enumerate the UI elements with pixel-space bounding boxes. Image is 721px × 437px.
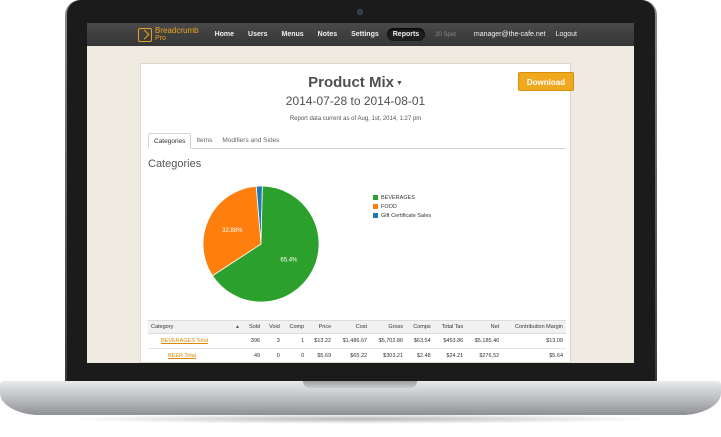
cell: 0 xyxy=(263,348,283,363)
table-header-row: Category ▲ Sold Void Comp Price Cost Gros… xyxy=(148,320,566,334)
cell: $13.09 xyxy=(502,333,566,349)
brand-sub: Pro xyxy=(155,34,166,42)
user-menu[interactable]: manager@the-cafe.net xyxy=(473,31,546,38)
spot-label: 20 Spot xyxy=(435,31,456,38)
legend-label: Gift Certificate Sales xyxy=(381,212,432,219)
table-row: BEER Total 49 0 0 $5.69 $65.22 $303.21 $… xyxy=(148,348,566,363)
download-button[interactable]: Download xyxy=(518,72,574,91)
tab-modifiers[interactable]: Modifiers and Sides xyxy=(222,137,280,144)
report-title[interactable]: Product Mix ▼ xyxy=(141,74,570,91)
nav-users[interactable]: Users xyxy=(248,31,268,38)
cell: $5.69 xyxy=(307,348,335,363)
nav-links: Home Users Menus Notes Settings Reports xyxy=(209,28,428,41)
report-title-text: Product Mix xyxy=(308,74,394,91)
col-net[interactable]: Net xyxy=(466,320,503,334)
col-void[interactable]: Void xyxy=(263,320,283,334)
cell: $24.21 xyxy=(433,348,467,363)
cell: 0 xyxy=(282,348,308,363)
brand-text: Breadcrumb Pro xyxy=(155,25,199,43)
cell: $13.22 xyxy=(307,333,335,349)
cell: $2.48 xyxy=(406,348,434,363)
col-comp[interactable]: Comp xyxy=(282,320,308,334)
tab-items[interactable]: Items xyxy=(196,137,213,144)
row-category: BEVERAGES Total xyxy=(148,333,243,349)
logout-link[interactable]: Logout xyxy=(555,31,578,38)
brand-name: Breadcrumb xyxy=(155,25,199,35)
col-total-tax[interactable]: Total Tax xyxy=(433,320,467,334)
col-label: Category xyxy=(151,324,174,330)
table-row: BEVERAGES Total 396 3 1 $13.22 $1,486.67… xyxy=(148,333,566,349)
col-sold[interactable]: Sold xyxy=(243,320,264,334)
chart-legend: BEVERAGES FOOD Gift Certificate Sales xyxy=(373,193,431,220)
date-range: 2014-07-28 to 2014-08-01 xyxy=(285,94,426,108)
legend-swatch xyxy=(373,204,378,209)
nav-settings[interactable]: Settings xyxy=(351,31,379,38)
cell: $453.86 xyxy=(433,333,467,349)
data-current-note: Report data current as of Aug, 1st, 2014… xyxy=(289,116,422,122)
nav-reports[interactable]: Reports xyxy=(386,28,426,41)
category-table: Category ▲ Sold Void Comp Price Cost Gros… xyxy=(148,320,566,363)
sort-ascending-icon: ▲ xyxy=(235,324,240,330)
breadcrumb-logo-icon xyxy=(138,27,152,42)
cell: $276.52 xyxy=(466,348,503,363)
pie-data-label: 32.88% xyxy=(222,228,243,234)
report-tabs: Categories Items Modifiers and Sides xyxy=(148,133,566,149)
cell: $5,702.86 xyxy=(370,333,407,349)
cell: $65.22 xyxy=(334,348,371,363)
cell: $63.54 xyxy=(406,333,434,349)
cell: 3 xyxy=(263,333,283,349)
nav-menus[interactable]: Menus xyxy=(281,31,304,38)
cell: $5,185.46 xyxy=(466,333,503,349)
legend-item-food[interactable]: FOOD xyxy=(373,202,431,211)
legend-swatch xyxy=(373,195,378,200)
col-price[interactable]: Price xyxy=(307,320,335,334)
laptop-shadow xyxy=(60,414,660,424)
report-panel: Product Mix ▼ 2014-07-28 to 2014-08-01 Re… xyxy=(140,63,574,363)
legend-label: BEVERAGES xyxy=(381,194,415,201)
cell: $1,486.67 xyxy=(334,333,371,349)
tab-categories[interactable]: Categories xyxy=(148,133,192,149)
cell: 49 xyxy=(243,348,264,363)
legend-label: FOOD xyxy=(381,203,397,210)
col-comps[interactable]: Comps xyxy=(406,320,434,334)
col-cost[interactable]: Cost xyxy=(334,320,371,334)
top-nav: Breadcrumb Pro Home Users Menus Notes Se… xyxy=(87,23,634,46)
legend-swatch xyxy=(373,213,378,218)
cell: $303.21 xyxy=(370,348,407,363)
pie-chart: 65.4% 32.88% xyxy=(202,185,320,303)
nav-home[interactable]: Home xyxy=(214,31,235,38)
legend-item-beverages[interactable]: BEVERAGES xyxy=(373,193,431,202)
cell: $5.64 xyxy=(502,348,566,363)
brand[interactable]: Breadcrumb Pro xyxy=(138,23,199,46)
pie-slice-beverages[interactable] xyxy=(211,185,320,303)
category-link[interactable]: BEER Total xyxy=(168,353,197,359)
caret-down-icon: ▼ xyxy=(395,79,403,87)
pie-data-label: 65.4% xyxy=(280,258,298,264)
screen: Breadcrumb Pro Home Users Menus Notes Se… xyxy=(87,23,634,363)
col-gross[interactable]: Gross xyxy=(370,320,407,334)
legend-item-gift[interactable]: Gift Certificate Sales xyxy=(373,211,431,220)
row-category: BEER Total xyxy=(148,348,243,363)
category-link[interactable]: BEVERAGES Total xyxy=(161,338,208,344)
cell: 396 xyxy=(243,333,264,349)
cell: 1 xyxy=(282,333,308,349)
section-heading: Categories xyxy=(148,158,202,170)
col-contribution-margin[interactable]: Contribution Margin xyxy=(502,320,566,334)
nav-notes[interactable]: Notes xyxy=(317,31,338,38)
col-category[interactable]: Category ▲ xyxy=(148,320,243,334)
camera-icon xyxy=(357,9,363,15)
laptop-notch xyxy=(303,381,417,388)
pie-slice-food[interactable] xyxy=(202,185,262,277)
